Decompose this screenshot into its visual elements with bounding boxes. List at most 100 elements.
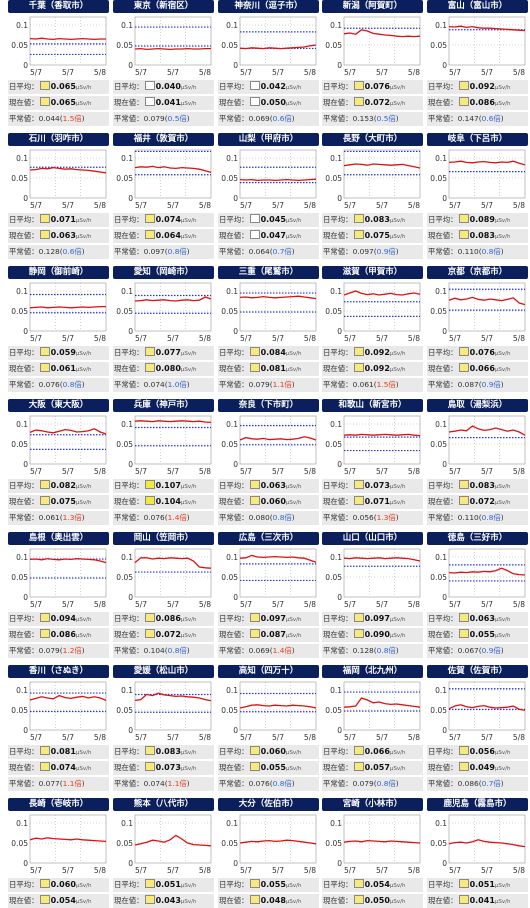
station-card[interactable]: 福岡（北九州） 0.1 0.05 0 5/7 5/7 5/8 日平均： 0.066μSv/h 現在… <box>322 665 423 791</box>
chart-plot: 0.1 0.05 0 5/7 5/7 5/8 <box>427 14 528 76</box>
unit-label: μSv/h <box>75 218 92 224</box>
row-label: 平常値： <box>428 779 458 788</box>
station-card[interactable]: 山梨（甲府市） 0.1 0.05 0 5/7 5/7 5/8 日平均： 0.045μSv/h 現在… <box>218 133 319 259</box>
station-card[interactable]: 岐阜（下呂市） 0.1 0.05 0 5/7 5/7 5/8 日平均： 0.089μSv/h 現在… <box>427 133 528 259</box>
chart-plot: 0.1 0.05 0 5/7 5/7 5/8 <box>218 679 319 741</box>
row-label: 平常値： <box>9 646 39 655</box>
level-swatch <box>39 480 50 489</box>
station-card[interactable]: 徳島（三好市） 0.1 0.05 0 5/7 5/7 5/8 日平均： 0.063μSv/h 現在… <box>427 532 528 658</box>
reading-value: 0.073 <box>155 763 181 772</box>
normal-value-row: 平常値：0.080(0.8倍) <box>218 511 319 525</box>
chart-plot: 0.1 0.05 0 5/7 5/7 5/8 <box>113 679 214 741</box>
x-tick-label: 5/7 <box>344 334 356 342</box>
station-card[interactable]: 宮崎（小林市） 0.1 0.05 0 5/7 5/7 5/8 日平均： 0.054μSv/h 現在… <box>322 798 423 908</box>
unit-label: μSv/h <box>494 101 511 107</box>
station-header: 大分（佐伯市） <box>218 798 319 811</box>
reading-value: 0.092 <box>469 82 495 91</box>
row-label: 平常値： <box>219 646 249 655</box>
station-card[interactable]: 長崎（壱岐市） 0.1 0.05 0 5/7 5/7 5/8 日平均： 0.060μSv/h 現在… <box>8 798 109 908</box>
station-card[interactable]: 千葉（香取市） 0.1 0.05 0 5/7 5/7 5/8 日平均： 0.065μSv/h 現在… <box>8 0 109 126</box>
y-tick-label: 0.1 <box>16 21 28 30</box>
x-tick-label: 5/8 <box>199 467 211 475</box>
station-card[interactable]: 佐賀（佐賀市） 0.1 0.05 0 5/7 5/7 5/8 日平均： 0.056μSv/h 現在… <box>427 665 528 791</box>
ratio-value: 1.4倍 <box>167 513 187 522</box>
station-card[interactable]: 新潟（阿賀町） 0.1 0.05 0 5/7 5/7 5/8 日平均： 0.076μSv/h 現在… <box>322 0 423 126</box>
station-card[interactable]: 滋賀（甲賀市） 0.1 0.05 0 5/7 5/7 5/8 日平均： 0.092μSv/h 現在… <box>322 266 423 392</box>
x-tick-label: 5/7 <box>481 866 493 874</box>
reading-value: 0.071 <box>364 497 390 506</box>
x-tick-label: 5/7 <box>449 866 461 874</box>
current-value-row: 現在値： 0.054μSv/h <box>8 894 109 908</box>
station-card[interactable]: 京都（京都市） 0.1 0.05 0 5/7 5/7 5/8 日平均： 0.076μSv/h 現在… <box>427 266 528 392</box>
station-card[interactable]: 兵庫（神戸市） 0.1 0.05 0 5/7 5/7 5/8 日平均： 0.107μSv/h 現在… <box>113 399 214 525</box>
y-tick-label: 0.1 <box>121 553 133 562</box>
level-swatch <box>353 762 364 771</box>
y-tick-label: 0.05 <box>11 41 28 50</box>
station-card[interactable]: 石川（羽咋市） 0.1 0.05 0 5/7 5/7 5/8 日平均： 0.071μSv/h 現在… <box>8 133 109 259</box>
unit-label: μSv/h <box>75 899 92 905</box>
x-tick-label: 5/7 <box>481 467 493 475</box>
station-header: 兵庫（神戸市） <box>113 399 214 412</box>
station-card[interactable]: 愛媛（松山市） 0.1 0.05 0 5/7 5/7 5/8 日平均： 0.083μSv/h 現在… <box>113 665 214 791</box>
unit-label: μSv/h <box>75 766 92 772</box>
y-tick-label: 0.1 <box>226 819 238 828</box>
station-card[interactable]: 岡山（笠岡市） 0.1 0.05 0 5/7 5/7 5/8 日平均： 0.086μSv/h 現在… <box>113 532 214 658</box>
station-card[interactable]: 香川（さぬき） 0.1 0.05 0 5/7 5/7 5/8 日平均： 0.081μSv/h 現在… <box>8 665 109 791</box>
x-tick-label: 5/7 <box>376 600 388 608</box>
station-card[interactable]: 富山（富山市） 0.1 0.05 0 5/7 5/7 5/8 日平均： 0.092μSv/h 現在… <box>427 0 528 126</box>
normal-value: 0.079 <box>248 380 270 389</box>
station-card[interactable]: 福井（敦賀市） 0.1 0.05 0 5/7 5/7 5/8 日平均： 0.074μSv/h 現在… <box>113 133 214 259</box>
station-card[interactable]: 鹿児島（霧島市） 0.1 0.05 0 5/7 5/7 5/8 日平均： 0.051μSv/h 現… <box>427 798 528 908</box>
normal-value: 0.086 <box>457 779 479 788</box>
unit-label: μSv/h <box>389 484 406 490</box>
ratio-value: 0.8倍 <box>62 380 82 389</box>
row-label: 現在値： <box>323 630 353 639</box>
x-tick-label: 5/7 <box>135 68 147 76</box>
station-card[interactable]: 愛知（岡崎市） 0.1 0.05 0 5/7 5/7 5/8 日平均： 0.077μSv/h 現在… <box>113 266 214 392</box>
reading-value: 0.086 <box>469 98 495 107</box>
prefecture-name: 長崎 <box>28 799 46 809</box>
station-card[interactable]: 和歌山（新宮市） 0.1 0.05 0 5/7 5/7 5/8 日平均： 0.073μSv/h 現… <box>322 399 423 525</box>
station-card[interactable]: 静岡（御前崎） 0.1 0.05 0 5/7 5/7 5/8 日平均： 0.059μSv/h 現在… <box>8 266 109 392</box>
station-card[interactable]: 大分（佐伯市） 0.1 0.05 0 5/7 5/7 5/8 日平均： 0.055μSv/h 現在… <box>218 798 319 908</box>
prefecture-name: 福岡 <box>342 666 360 676</box>
station-card[interactable]: 鳥取（湯梨浜） 0.1 0.05 0 5/7 5/7 5/8 日平均： 0.083μSv/h 現在… <box>427 399 528 525</box>
row-label: 平常値： <box>323 646 353 655</box>
level-swatch <box>39 629 50 638</box>
normal-value-row: 平常値：0.104(0.8倍) <box>113 644 214 658</box>
station-card[interactable]: 大阪（東大阪） 0.1 0.05 0 5/7 5/7 5/8 日平均： 0.082μSv/h 現在… <box>8 399 109 525</box>
station-card[interactable]: 広島（三次市） 0.1 0.05 0 5/7 5/7 5/8 日平均： 0.097μSv/h 現在… <box>218 532 319 658</box>
city-name: （小林市） <box>359 799 403 809</box>
daily-average-row: 日平均： 0.063μSv/h <box>218 479 319 493</box>
city-name: （羽咋市） <box>45 134 89 144</box>
unit-label: μSv/h <box>285 234 302 240</box>
station-header: 愛媛（松山市） <box>113 665 214 678</box>
row-label: 平常値： <box>428 646 458 655</box>
row-label: 現在値： <box>323 497 353 506</box>
station-card[interactable]: 三重（尾鷲市） 0.1 0.05 0 5/7 5/7 5/8 日平均： 0.084μSv/h 現在… <box>218 266 319 392</box>
chart-plot: 0.1 0.05 0 5/7 5/7 5/8 <box>218 546 319 608</box>
station-card[interactable]: 熊本（八代市） 0.1 0.05 0 5/7 5/7 5/8 日平均： 0.051μSv/h 現在… <box>113 798 214 908</box>
daily-average-row: 日平均： 0.056μSv/h <box>427 745 528 759</box>
prefecture-name: 神奈川 <box>234 1 260 11</box>
station-card[interactable]: 高知（四万十） 0.1 0.05 0 5/7 5/7 5/8 日平均： 0.060μSv/h 現在… <box>218 665 319 791</box>
y-tick-label: 0.05 <box>116 706 133 715</box>
x-tick-label: 5/7 <box>344 467 356 475</box>
station-card[interactable]: 奈良（下市町） 0.1 0.05 0 5/7 5/7 5/8 日平均： 0.063μSv/h 現在… <box>218 399 319 525</box>
station-card[interactable]: 長野（大町市） 0.1 0.05 0 5/7 5/7 5/8 日平均： 0.083μSv/h 現在… <box>322 133 423 259</box>
normal-value-row: 平常値：0.097(0.9倍) <box>322 245 423 259</box>
station-card[interactable]: 神奈川（逗子市） 0.1 0.05 0 5/7 5/7 5/8 日平均： 0.042μSv/h 現… <box>218 0 319 126</box>
station-card[interactable]: 山口（山口市） 0.1 0.05 0 5/7 5/7 5/8 日平均： 0.097μSv/h 現在… <box>322 532 423 658</box>
y-tick-label: 0 <box>128 194 133 203</box>
x-tick-label: 5/7 <box>30 334 42 342</box>
station-card[interactable]: 東京（新宿区） 0.1 0.05 0 5/7 5/7 5/8 日平均： 0.040μSv/h 現在… <box>113 0 214 126</box>
daily-average-row: 日平均： 0.083μSv/h <box>113 745 214 759</box>
row-label: 日平均： <box>114 880 144 889</box>
y-tick-label: 0.1 <box>121 154 133 163</box>
station-card[interactable]: 島根（奥出雲） 0.1 0.05 0 5/7 5/7 5/8 日平均： 0.094μSv/h 現在… <box>8 532 109 658</box>
x-tick-label: 5/7 <box>167 201 179 209</box>
y-tick-label: 0 <box>233 859 238 868</box>
